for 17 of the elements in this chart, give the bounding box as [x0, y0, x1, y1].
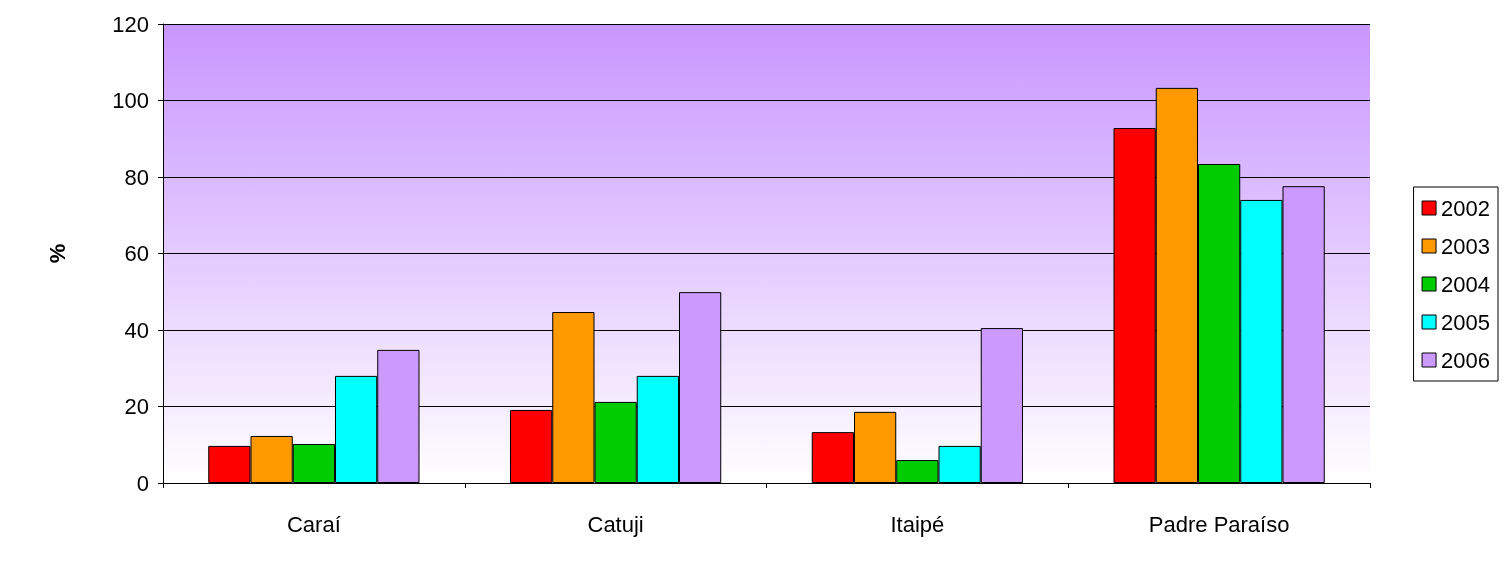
y-axis-title: %: [44, 243, 70, 264]
legend-label: 2002: [1441, 195, 1491, 221]
x-tick-label: Caraí: [286, 511, 341, 537]
legend-label: 2003: [1441, 233, 1491, 259]
y-tick-label: 80: [124, 164, 149, 190]
y-tick-label: 60: [124, 241, 149, 266]
y-tick-label: 40: [124, 317, 149, 343]
x-tick-label: Itaipé: [890, 511, 945, 537]
x-tick-label: Catuji: [587, 511, 644, 537]
x-tick-label: Padre Paraíso: [1148, 511, 1290, 537]
legend-label: 2005: [1441, 309, 1491, 335]
y-tick-label: 120: [112, 11, 149, 37]
y-tick-label: 20: [124, 394, 149, 419]
legend-label: 2006: [1441, 347, 1491, 373]
legend-label: 2004: [1441, 271, 1491, 297]
y-tick-label: 0: [136, 470, 149, 496]
y-tick-label: 100: [112, 88, 149, 113]
